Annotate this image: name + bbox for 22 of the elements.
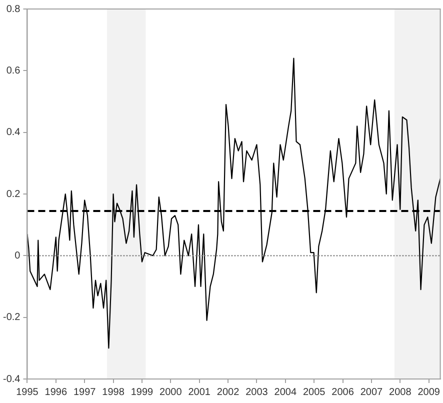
x-tick-label: 2001 bbox=[188, 386, 211, 398]
y-tick-label: 0.4 bbox=[6, 127, 21, 138]
y-tick-label: 0.6 bbox=[6, 65, 21, 76]
x-tick-label: 2006 bbox=[332, 386, 354, 398]
y-tick-label: 0 bbox=[14, 250, 21, 262]
y-tick-label: 0.2 bbox=[6, 188, 21, 200]
x-tick-label: 2004 bbox=[274, 386, 297, 398]
y-tick-label: 0.8 bbox=[6, 4, 21, 15]
x-tick-label: 2007 bbox=[360, 386, 384, 398]
x-tick-label: 1997 bbox=[73, 386, 96, 398]
y-tick-label: -0.4 bbox=[2, 374, 21, 385]
x-tick-label: 1995 bbox=[16, 386, 39, 398]
x-tick-label: 1999 bbox=[130, 386, 154, 398]
x-tick-label: 1998 bbox=[102, 386, 125, 398]
x-tick-label: 2005 bbox=[302, 386, 326, 398]
x-tick-label: 1996 bbox=[44, 386, 68, 398]
x-tick-label: 2003 bbox=[246, 386, 268, 398]
x-tick-label: 2002 bbox=[216, 386, 240, 398]
y-tick-label: -0.2 bbox=[2, 312, 21, 324]
x-tick-label: 2009 bbox=[418, 386, 440, 398]
x-tick-label: 2008 bbox=[389, 386, 412, 398]
x-tick-label: 2000 bbox=[160, 386, 182, 398]
